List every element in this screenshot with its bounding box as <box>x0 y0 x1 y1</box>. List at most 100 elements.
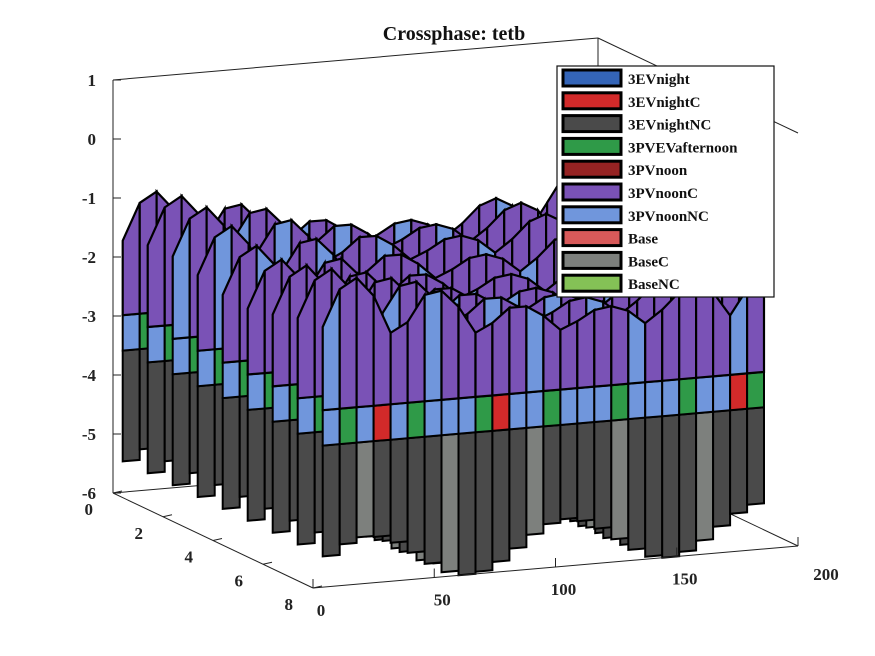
y-tick-mark <box>262 561 273 565</box>
surface-patch <box>508 391 528 431</box>
legend-swatch <box>561 159 623 179</box>
legend: 3EVnight 3EVnightC 3EVnightNC 3PVEVafternoo… <box>556 65 775 298</box>
y-tick-mark <box>112 490 123 494</box>
surface-patch <box>542 388 562 428</box>
surface-patch <box>221 360 241 400</box>
surface-patch <box>221 395 241 510</box>
surface-patch <box>271 419 291 534</box>
y-tick-label: 0 <box>85 500 94 519</box>
surface-patch <box>746 406 765 506</box>
surface-patch <box>338 275 358 410</box>
legend-label: Base <box>628 232 658 248</box>
surface-plot <box>121 171 766 577</box>
surface-patch <box>593 384 613 424</box>
surface-patch <box>171 371 191 487</box>
surface-patch <box>542 423 562 526</box>
legend-swatch <box>561 250 623 270</box>
surface-patch <box>627 416 647 551</box>
surface-patch <box>146 359 166 475</box>
legend-swatch <box>561 91 623 111</box>
surface-patch <box>355 440 375 539</box>
surface-patch <box>610 418 630 541</box>
surface-patch <box>372 438 392 539</box>
surface-patch <box>694 282 715 379</box>
surface-patch <box>593 304 613 388</box>
z-tick-label: -1 <box>82 189 96 208</box>
z-tick-label: -5 <box>82 425 96 444</box>
surface-patch <box>338 441 358 546</box>
surface-patch <box>576 420 596 523</box>
surface-patch <box>474 394 494 434</box>
surface-patch <box>440 288 460 402</box>
surface-patch <box>423 289 443 403</box>
y-tick-mark <box>162 514 173 518</box>
surface-patch <box>271 383 291 423</box>
surface-patch <box>644 415 664 558</box>
legend-label: BaseNC <box>628 277 680 293</box>
x-tick-label: 50 <box>434 591 451 610</box>
y-tick-mark <box>312 585 323 589</box>
surface-patch <box>389 401 409 441</box>
surface-patch <box>627 381 647 421</box>
surface-patch <box>246 372 266 411</box>
surface-patch <box>661 413 681 559</box>
chart-title: Crossphase: tetb <box>383 23 525 45</box>
surface-patch <box>746 370 765 410</box>
surface-patch <box>712 373 732 413</box>
z-tick-label: -4 <box>82 366 97 385</box>
surface-patch <box>729 407 749 515</box>
surface-patch <box>576 385 596 425</box>
surface-patch <box>610 382 630 422</box>
surface-patch <box>474 320 494 399</box>
surface-patch <box>389 320 409 406</box>
surface-patch <box>423 434 443 565</box>
legend-swatch <box>561 68 623 88</box>
surface-patch <box>678 376 698 416</box>
surface-patch <box>627 308 647 385</box>
surface-patch <box>729 372 749 412</box>
y-tick-mark <box>212 538 223 541</box>
x-tick-label: 150 <box>672 570 698 589</box>
legend-label: 3PVnoonC <box>628 186 698 202</box>
z-tick-label: -3 <box>82 307 96 326</box>
surface-patch <box>246 407 266 522</box>
surface-patch <box>508 305 528 396</box>
surface-patch <box>406 435 426 554</box>
surface-patch <box>593 419 613 530</box>
surface-patch <box>678 412 698 553</box>
legend-swatch <box>561 182 623 202</box>
surface-patch <box>121 202 141 317</box>
surface-patch <box>610 304 630 387</box>
surface-patch <box>321 407 341 447</box>
surface-patch <box>406 400 426 440</box>
surface-patch <box>559 319 579 391</box>
legend-label: 3EVnightC <box>628 95 701 111</box>
z-tick-label: 0 <box>88 130 97 149</box>
z-tick-label: 1 <box>88 71 97 90</box>
surface-patch <box>525 425 545 536</box>
legend-label: 3PVnoonNC <box>628 209 709 225</box>
surface-patch <box>644 307 664 384</box>
surface-patch <box>661 378 681 418</box>
surface-patch <box>389 437 409 544</box>
surface-patch <box>171 336 191 376</box>
surface-patch <box>695 410 715 542</box>
x-tick-label: 100 <box>551 580 577 599</box>
surface-patch <box>338 406 358 446</box>
surface-patch <box>491 428 511 564</box>
surface-patch <box>321 443 341 558</box>
y-tick-label: 2 <box>135 524 144 543</box>
surface-patch <box>644 379 664 419</box>
surface-patch <box>121 348 141 463</box>
surface-patch <box>296 395 316 435</box>
box-edge-back <box>112 37 599 81</box>
surface-patch <box>525 304 545 394</box>
y-tick-label: 4 <box>185 548 194 567</box>
surface-patch <box>121 312 141 352</box>
surface-patch <box>712 409 732 528</box>
surface-patch <box>678 282 698 381</box>
legend-label: 3EVnight <box>628 72 690 88</box>
surface-patch <box>576 307 596 390</box>
